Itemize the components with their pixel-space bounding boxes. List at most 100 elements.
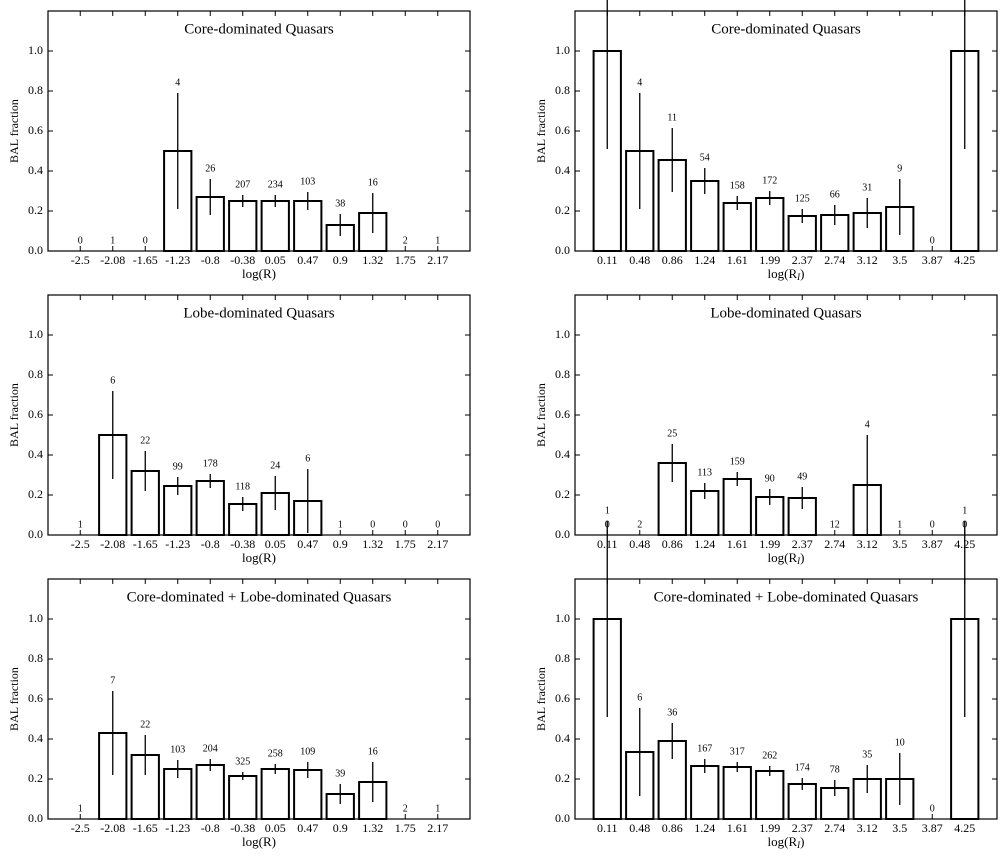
x-tick-label: 2.17	[427, 253, 448, 267]
x-tick-label: -0.38	[230, 537, 255, 551]
panel: 0.0 0.2 0.4 0.6 0.8 1.0 -2.5 1 -2.08 7 -1.65 22 -1.2…	[7, 578, 471, 849]
count-label: 125	[795, 193, 810, 204]
bar	[293, 769, 323, 820]
y-axis-label: BAL fraction	[7, 667, 21, 731]
count-label: 7	[110, 675, 115, 686]
y-tick-label: 0.6	[555, 123, 570, 137]
count-label: 1	[962, 505, 967, 516]
y-tick-label: 0.4	[28, 163, 43, 177]
count-label: 118	[235, 481, 250, 492]
x-tick-label: 3.87	[922, 537, 943, 551]
count-label: 159	[730, 456, 745, 467]
x-axis-label: log(R)	[242, 266, 276, 281]
bar	[722, 202, 752, 252]
count-label: 2	[403, 235, 408, 246]
x-axis-label-text: log(R	[768, 266, 798, 281]
x-tick-label: 2.17	[427, 821, 448, 835]
count-label: 0	[143, 235, 148, 246]
count-label: 26	[205, 163, 215, 174]
x-axis-label-sub: I	[796, 840, 801, 850]
x-tick-label: 1.32	[362, 821, 383, 835]
x-axis-label-text: log(R	[768, 550, 798, 565]
x-tick-label: -0.8	[201, 821, 220, 835]
count-label: 54	[700, 152, 710, 163]
bar	[195, 764, 225, 820]
chart-title: Lobe-dominated Quasars	[710, 305, 861, 321]
y-tick-label: 0.8	[28, 651, 43, 665]
bar	[755, 197, 785, 252]
x-tick-label: 0.9	[333, 537, 348, 551]
count-label: 4	[637, 77, 642, 88]
y-axis-label: BAL fraction	[7, 99, 21, 163]
count-label: 262	[762, 750, 777, 761]
x-tick-label: -1.23	[165, 821, 190, 835]
count-label: 0	[435, 519, 440, 530]
x-tick-label: 2.74	[824, 537, 845, 551]
count-label: 49	[797, 471, 807, 482]
bar	[228, 200, 258, 252]
count-label: 109	[300, 746, 315, 757]
count-label: 1	[78, 803, 83, 814]
x-tick-label: -1.65	[133, 537, 158, 551]
panel: 0.00.20.40.60.81.00.1100.4820.86251.2411…	[534, 294, 998, 566]
bar	[690, 765, 720, 820]
count-label: 6	[305, 453, 310, 464]
count-label: 4	[865, 419, 870, 430]
x-tick-label: 2.74	[824, 821, 845, 835]
x-tick-label: 1.32	[362, 253, 383, 267]
x-tick-label: 0.05	[265, 537, 286, 551]
plot-frame	[47, 10, 471, 252]
x-tick-label: 0.05	[265, 821, 286, 835]
x-tick-label: 4.25	[954, 821, 975, 835]
x-tick-label: 0.9	[333, 253, 348, 267]
count-label: 1	[897, 519, 902, 530]
chart-title: Core-dominated + Lobe-dominated Quasars	[127, 589, 392, 605]
count-label: 6	[110, 375, 115, 386]
x-tick-label: 1.99	[759, 253, 780, 267]
x-tick-label: 0.05	[265, 253, 286, 267]
count-label: 38	[335, 198, 345, 209]
count-label: 1	[605, 505, 610, 516]
count-label: 0	[930, 235, 935, 246]
count-label: 0	[930, 803, 935, 814]
x-tick-label: 0.9	[333, 821, 348, 835]
x-tick-label: -0.38	[230, 821, 255, 835]
y-tick-label: 0.0	[555, 243, 570, 257]
x-axis-label: log(R)	[242, 550, 276, 565]
x-tick-label: -1.23	[165, 253, 190, 267]
panel: 0.0 0.2 0.4 0.6 0.8 1.0 0.11 1 0.48 6 0.86 36 1.24 16…	[534, 505, 998, 850]
count-label: 12	[830, 519, 840, 530]
x-axis-label: log(RI)	[768, 550, 805, 566]
count-label: 258	[268, 748, 283, 759]
y-tick-label: 0.8	[555, 83, 570, 97]
y-tick-label: 0.6	[555, 691, 570, 705]
bar	[722, 766, 752, 820]
x-tick-label: 2.37	[792, 253, 813, 267]
x-axis-label: log(R)	[242, 834, 276, 849]
y-tick-label: 0.0	[28, 811, 43, 825]
x-tick-label: 3.12	[857, 253, 878, 267]
count-label: 24	[270, 460, 280, 471]
y-tick-label: 0.0	[28, 243, 43, 257]
y-tick-label: 0.4	[555, 163, 570, 177]
count-label: 35	[862, 749, 872, 760]
x-tick-label: -1.65	[133, 821, 158, 835]
chart-title: Core-dominated + Lobe-dominated Quasars	[654, 589, 919, 605]
x-tick-label: 1.75	[395, 821, 416, 835]
x-axis-label-sub: I	[796, 556, 801, 566]
x-tick-label: 1.24	[694, 821, 715, 835]
x-tick-label: 2.37	[792, 821, 813, 835]
count-label: 103	[300, 176, 315, 187]
count-label: 11	[667, 112, 677, 123]
x-tick-label: 3.5	[892, 253, 907, 267]
count-label: 204	[203, 743, 218, 754]
count-label: 66	[830, 189, 840, 200]
count-label: 0	[78, 235, 83, 246]
count-label: 25	[667, 428, 677, 439]
x-tick-label: 3.12	[857, 821, 878, 835]
x-tick-label: 2.74	[824, 253, 845, 267]
y-tick-label: 0.0	[555, 811, 570, 825]
x-tick-label: -2.5	[71, 253, 90, 267]
count-label: 4	[175, 77, 180, 88]
